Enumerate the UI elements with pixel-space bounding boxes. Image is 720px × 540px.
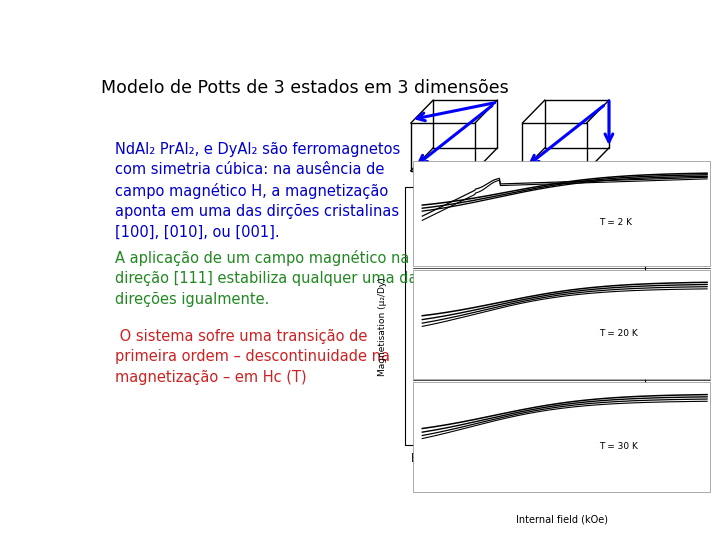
Text: Magnetisation (μ₂/Dy): Magnetisation (μ₂/Dy): [377, 278, 387, 376]
Text: 11: 11: [534, 452, 550, 465]
Text: , JPC: , JPC: [504, 452, 534, 465]
Bar: [413, 382, 710, 492]
Text: B Barbara: B Barbara: [411, 452, 474, 465]
Text: T = 20 K: T = 20 K: [599, 329, 637, 338]
Text: et al.: et al.: [474, 452, 504, 465]
Text: O sistema sofre uma transição de
primeira ordem – descontinuidade na
magnetizaçã: O sistema sofre uma transição de primeir…: [115, 329, 390, 384]
Text: A aplicação de um campo magnético na
direção [111] estabiliza qualquer uma das
d: A aplicação de um campo magnético na dir…: [115, 250, 426, 307]
Text: NdAl₂ PrAl₂, e DyAl₂ são ferromagnetos
com simetria cúbica: na ausência de
campo: NdAl₂ PrAl₂, e DyAl₂ são ferromagnetos c…: [115, 141, 400, 240]
Text: Internal field (kOe): Internal field (kOe): [516, 514, 608, 524]
Text: , L183(1978): , L183(1978): [550, 452, 625, 465]
Text: T = 2 K: T = 2 K: [599, 218, 631, 227]
Bar: [413, 161, 710, 266]
Text: T = 30 K: T = 30 K: [599, 442, 638, 451]
Bar: [413, 270, 710, 379]
Text: Modelo de Potts de 3 estados em 3 dimensões: Modelo de Potts de 3 estados em 3 dimens…: [101, 79, 509, 97]
Bar: [405, 187, 645, 446]
